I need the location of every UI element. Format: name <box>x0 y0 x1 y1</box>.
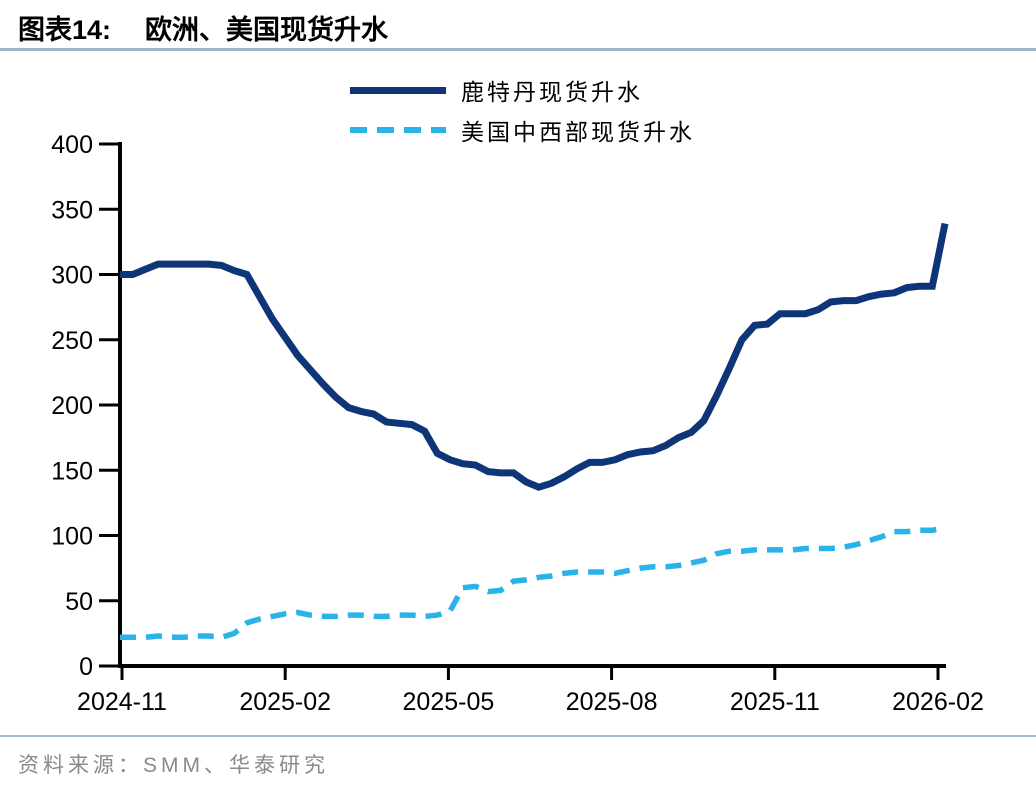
y-tick-label: 250 <box>51 327 93 355</box>
chart-area: 0 50 100 150 200 250 300 350 400 2024-11 2025-02 20… <box>51 131 984 716</box>
x-tick-label: 2026-02 <box>892 688 984 716</box>
x-tick-label: 2025-02 <box>239 688 331 716</box>
legend-item-rotterdam: 鹿特丹现货升水 <box>350 70 695 110</box>
y-tick-label: 100 <box>51 523 93 551</box>
chart-svg: 0 50 100 150 200 250 300 350 400 2024-11 2025-02 20… <box>51 131 984 716</box>
figure-number: 图表14: <box>18 15 112 45</box>
x-tick-label: 2024-11 <box>77 688 167 716</box>
x-tick-label: 2025-08 <box>566 688 658 716</box>
legend-swatch-dashed-line <box>350 127 446 133</box>
source-divider <box>0 735 1036 737</box>
y-tick-label: 150 <box>51 457 93 485</box>
y-tick-label: 200 <box>51 392 93 420</box>
legend-label: 鹿特丹现货升水 <box>461 79 643 105</box>
source-text: 资料来源：SMM、华泰研究 <box>18 754 329 777</box>
x-tick-label: 2025-11 <box>730 688 820 716</box>
legend-item-us-midwest: 美国中西部现货升水 <box>350 110 695 150</box>
legend-swatch-solid-line <box>350 86 446 94</box>
rotterdam-premium-line <box>120 222 949 491</box>
y-tick-label: 50 <box>65 588 93 616</box>
chart-title: 图表14: 欧洲、美国现货升水 <box>18 8 388 47</box>
legend-label: 美国中西部现货升水 <box>461 119 695 145</box>
x-tick-label: 2025-05 <box>403 688 495 716</box>
figure-title-text: 欧洲、美国现货升水 <box>145 15 389 45</box>
y-tick-label: 350 <box>51 196 93 224</box>
y-tick-label: 0 <box>79 653 93 681</box>
us-midwest-premium-line <box>120 525 946 641</box>
y-tick-label: 400 <box>51 131 93 159</box>
legend: 鹿特丹现货升水 美国中西部现货升水 <box>350 70 695 150</box>
y-tick-label: 300 <box>51 262 93 290</box>
title-underline <box>0 48 1036 51</box>
